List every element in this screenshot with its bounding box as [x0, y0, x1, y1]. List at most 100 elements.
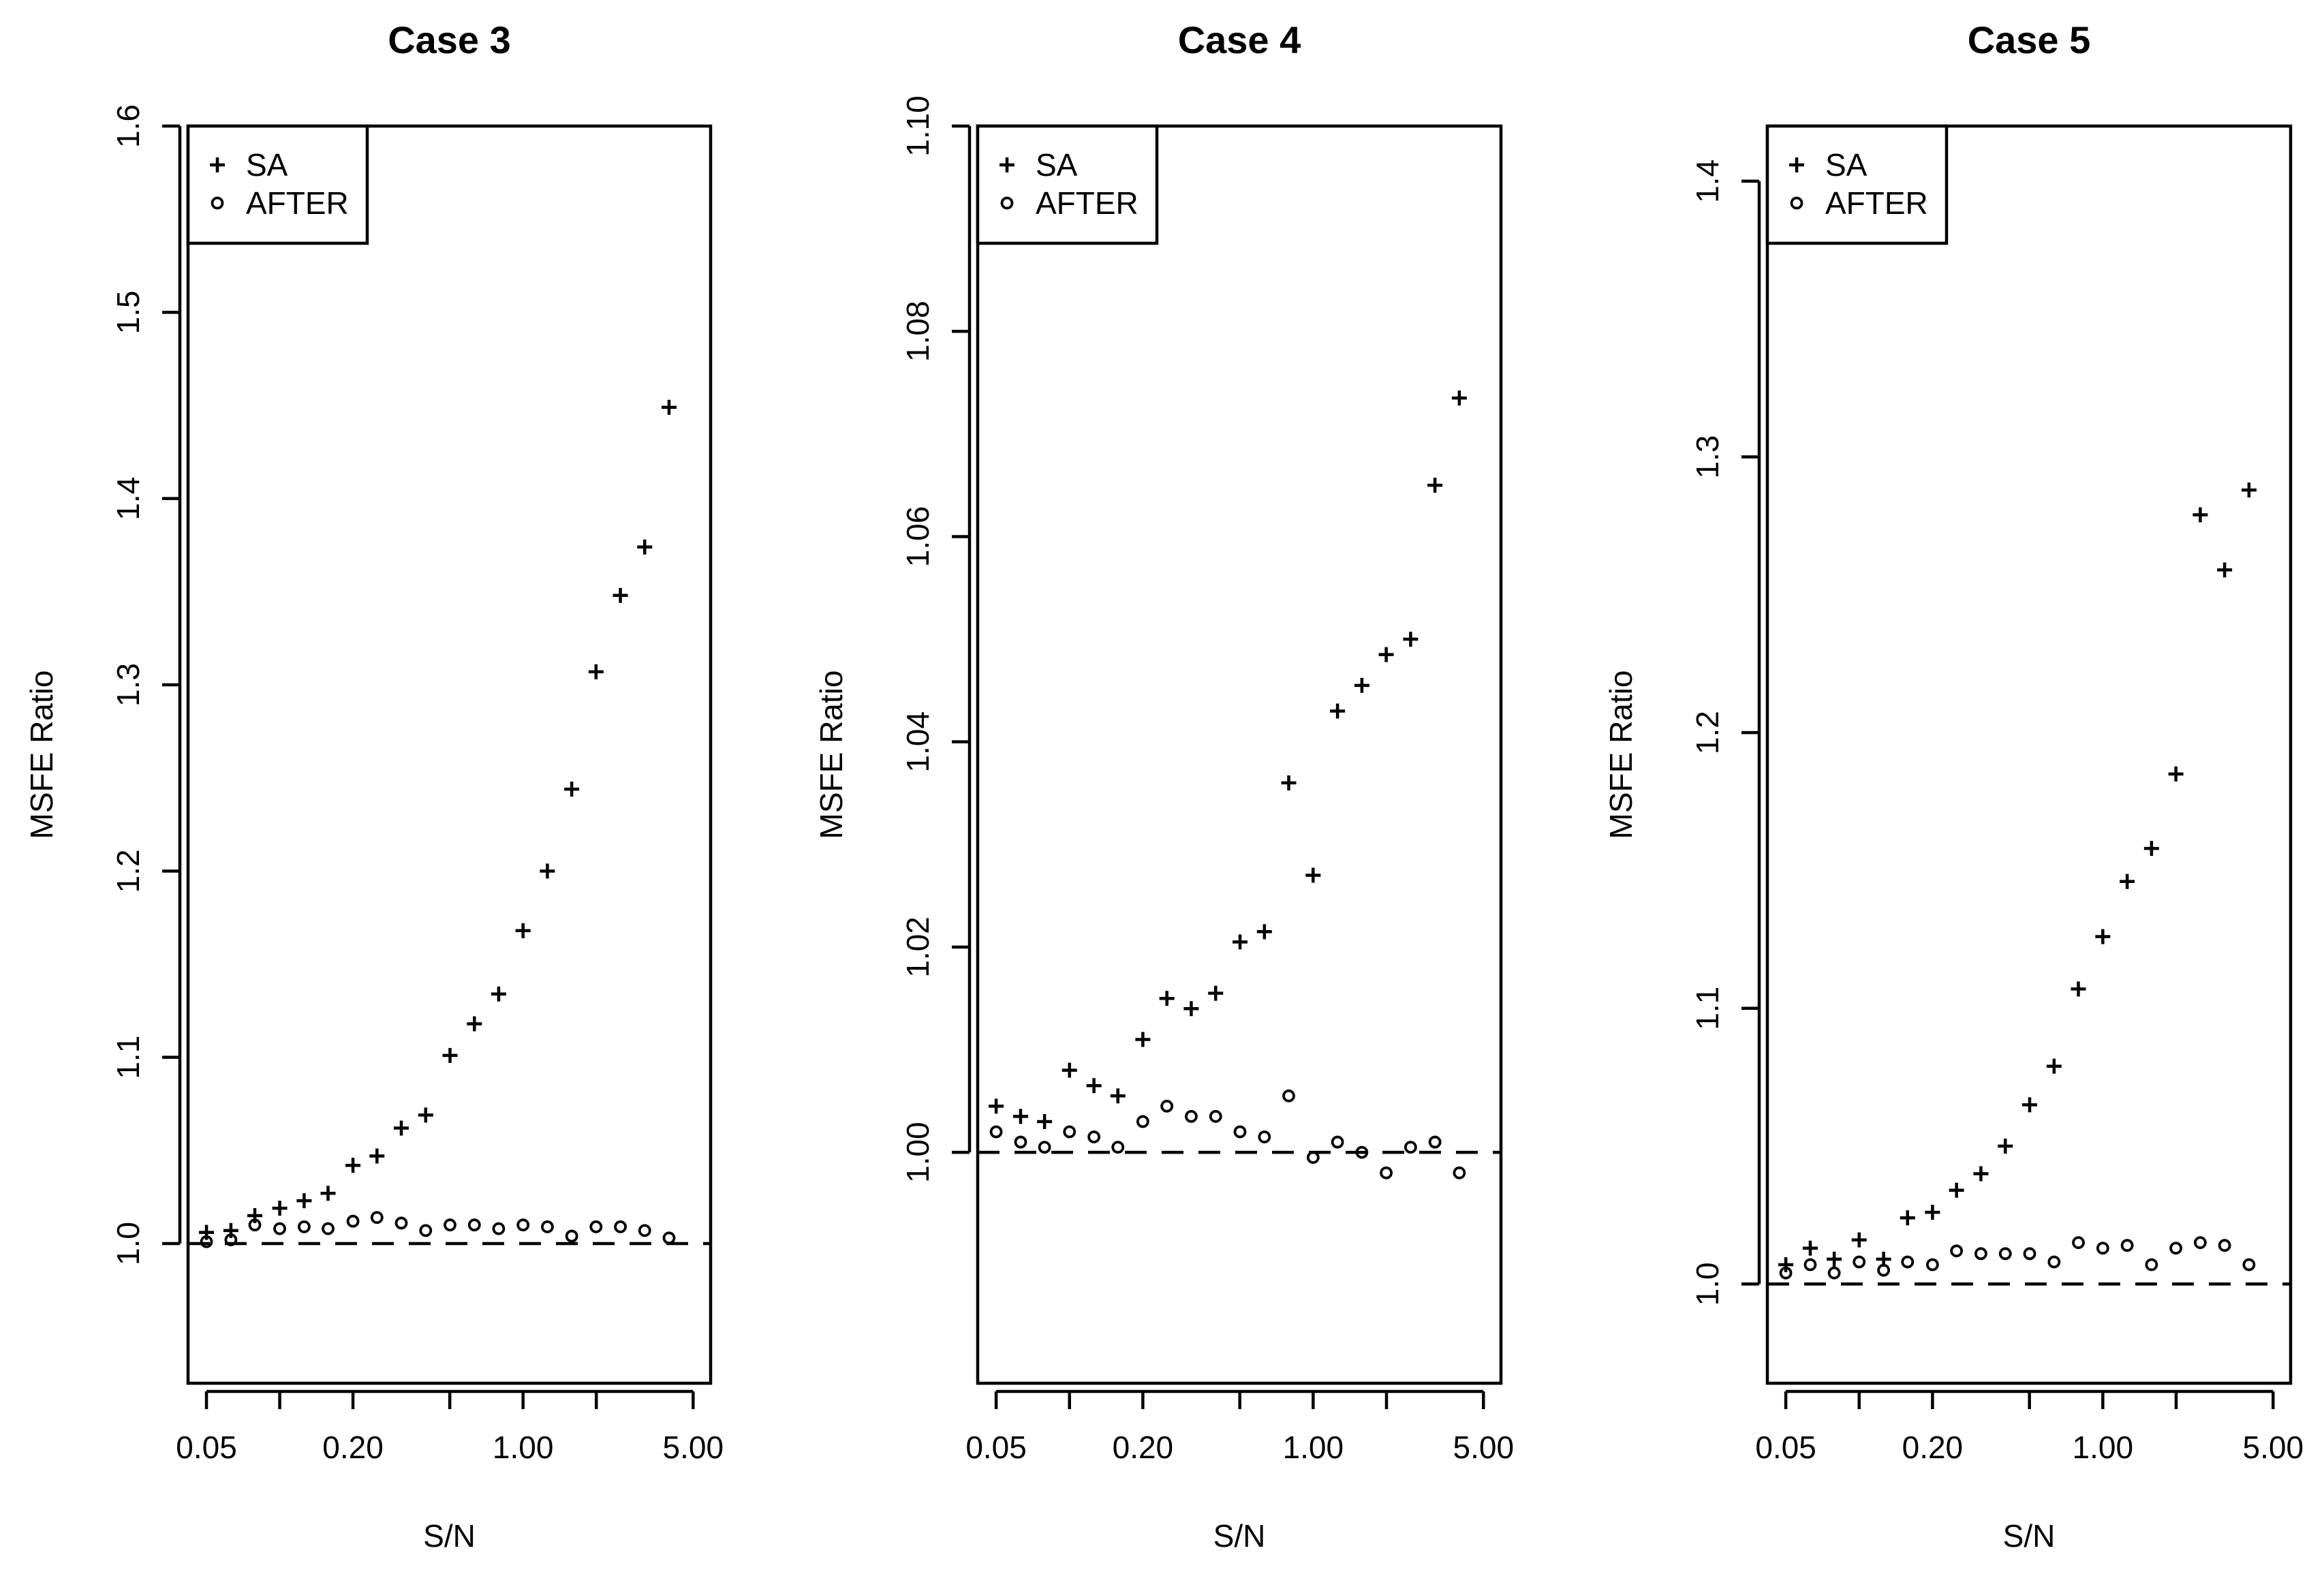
after-point	[1160, 1099, 1174, 1113]
sa-point	[1062, 1062, 1077, 1078]
after-point	[1185, 1110, 1198, 1123]
series-after	[989, 1089, 1466, 1180]
legend-box	[186, 124, 369, 245]
after-point	[2023, 1247, 2036, 1261]
after-point	[1380, 1166, 1393, 1180]
y-tick-label: 1.2	[1690, 711, 1725, 754]
y-tick-label: 1.04	[900, 711, 935, 773]
after-point	[2218, 1239, 2231, 1252]
sa-point	[1925, 1205, 1940, 1220]
series-sa	[989, 390, 1467, 1129]
after-point	[419, 1224, 433, 1237]
sa-point	[588, 664, 604, 679]
after-point	[1258, 1130, 1271, 1143]
legend-label: AFTER	[246, 185, 349, 221]
sa-point	[1086, 1078, 1102, 1094]
sa-point	[540, 863, 555, 879]
sa-point	[1998, 1139, 2013, 1154]
sa-point	[989, 1098, 1004, 1114]
x-axis: 0.05 0.20 1.00 5.00	[1755, 1389, 2304, 1465]
after-point	[589, 1220, 603, 1233]
after-point	[989, 1125, 1003, 1139]
panel-3: Case 5 0.05 0.20 1.00 5.00 S/N 1.0 1.1 1.2 1.3 1.4…	[1603, 18, 2304, 1554]
y-axis-label: MSFE Ratio	[1603, 671, 1639, 839]
y-tick-label: 1.10	[900, 95, 935, 157]
legend-label: SA	[1036, 147, 1078, 183]
after-point	[1901, 1255, 1915, 1269]
after-point	[1306, 1151, 1320, 1165]
legend-label: SA	[1825, 147, 1868, 183]
after-point	[1355, 1145, 1369, 1159]
y-tick-label: 1.1	[1690, 987, 1725, 1030]
legend-box	[1765, 124, 1949, 245]
after-point	[516, 1218, 530, 1232]
after-point	[1790, 196, 1803, 210]
x-axis-label: S/N	[1213, 1518, 1266, 1554]
sa-point	[1949, 1182, 1964, 1198]
after-point	[662, 1231, 676, 1245]
sa-point	[1000, 157, 1014, 172]
sa-point	[613, 587, 628, 603]
y-tick-label: 1.08	[900, 300, 935, 362]
x-axis: 0.05 0.20 1.00 5.00	[965, 1389, 1514, 1465]
after-point	[1779, 1266, 1793, 1280]
after-point	[224, 1233, 238, 1246]
y-axis: 1.0 1.1 1.2 1.3 1.4 1.5 1.6	[110, 104, 182, 1265]
sa-point	[661, 399, 677, 415]
sa-point	[442, 1047, 458, 1063]
after-point	[1803, 1258, 1817, 1272]
after-point	[1827, 1266, 1841, 1280]
x-tick-label: 5.00	[663, 1430, 724, 1465]
sa-point	[2120, 874, 2135, 889]
y-tick-label: 1.1	[110, 1036, 146, 1079]
after-point	[492, 1222, 506, 1235]
after-point	[394, 1216, 408, 1230]
after-point	[2072, 1236, 2085, 1250]
after-point	[1014, 1135, 1027, 1149]
after-point	[298, 1220, 311, 1233]
x-axis-label: S/N	[423, 1518, 476, 1554]
y-tick-label: 1.3	[1690, 435, 1725, 479]
after-point	[1038, 1141, 1051, 1154]
sa-point	[1208, 985, 1224, 1001]
y-tick-label: 1.0	[110, 1222, 146, 1265]
x-tick-label: 0.05	[1755, 1430, 1816, 1465]
plot-frame	[1765, 124, 2293, 1385]
after-point	[2047, 1255, 2061, 1269]
sa-point	[1802, 1240, 1818, 1256]
after-point	[2096, 1242, 2109, 1255]
sa-point	[2168, 766, 2184, 782]
sa-point	[320, 1186, 336, 1201]
after-point	[1111, 1141, 1125, 1154]
panel-title: Case 4	[1178, 18, 1301, 61]
after-point	[322, 1222, 335, 1235]
series-after	[200, 1211, 676, 1248]
sa-point	[418, 1107, 433, 1123]
sa-point	[1110, 1088, 1126, 1104]
x-tick-label: 1.00	[493, 1430, 554, 1465]
sa-point	[1973, 1166, 1989, 1182]
sa-point	[1827, 1251, 1842, 1267]
y-axis: 1.00 1.02 1.04 1.06 1.08 1.10	[900, 95, 972, 1183]
y-tick-label: 1.3	[110, 663, 146, 707]
after-point	[1331, 1135, 1344, 1149]
x-tick-label: 0.20	[322, 1430, 384, 1465]
sa-point	[515, 923, 531, 938]
after-point	[1063, 1125, 1076, 1139]
after-point	[346, 1214, 360, 1228]
series-sa	[199, 399, 677, 1240]
sa-point	[1232, 934, 1248, 950]
y-axis-label: MSFE Ratio	[814, 671, 849, 839]
sa-point	[394, 1120, 409, 1136]
sa-point	[2046, 1058, 2062, 1074]
after-point	[541, 1220, 554, 1233]
sa-point	[1403, 632, 1419, 647]
after-point	[638, 1224, 651, 1237]
after-point	[1925, 1258, 1939, 1272]
sa-point	[1330, 703, 1346, 719]
after-point	[2145, 1258, 2158, 1272]
sa-point	[1159, 991, 1175, 1006]
